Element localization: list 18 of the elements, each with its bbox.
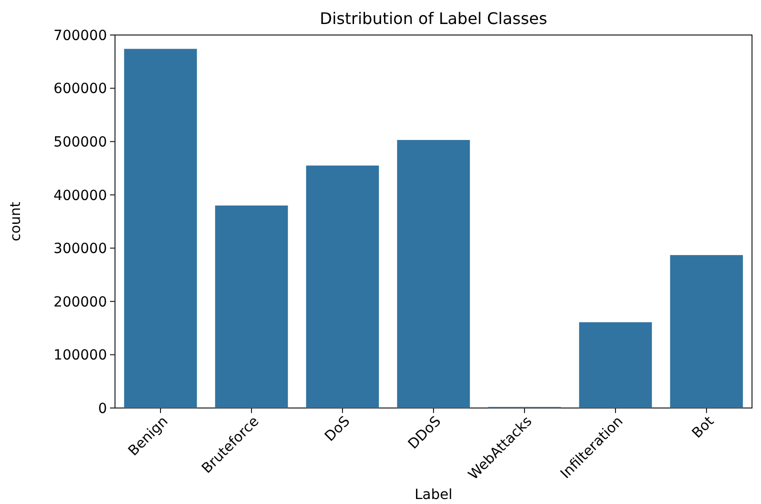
- bar: [306, 166, 379, 408]
- x-tick-label: Bot: [689, 413, 718, 442]
- bar: [579, 322, 652, 408]
- x-axis-title: Label: [414, 487, 452, 503]
- y-tick-label: 500000: [54, 134, 107, 150]
- chart-title: Distribution of Label Classes: [320, 9, 548, 28]
- bar: [124, 48, 197, 408]
- y-tick-label: 200000: [54, 294, 107, 310]
- y-tick-label: 700000: [54, 28, 107, 44]
- bar: [670, 255, 743, 408]
- bar: [215, 206, 288, 408]
- y-tick-label: 400000: [54, 188, 107, 204]
- y-tick-label: 100000: [54, 348, 107, 364]
- y-axis-title: count: [8, 201, 24, 242]
- bar: [397, 140, 470, 408]
- y-tick-label: 300000: [54, 241, 107, 258]
- y-tick-label: 600000: [54, 81, 107, 98]
- y-tick-label: 0: [98, 400, 107, 417]
